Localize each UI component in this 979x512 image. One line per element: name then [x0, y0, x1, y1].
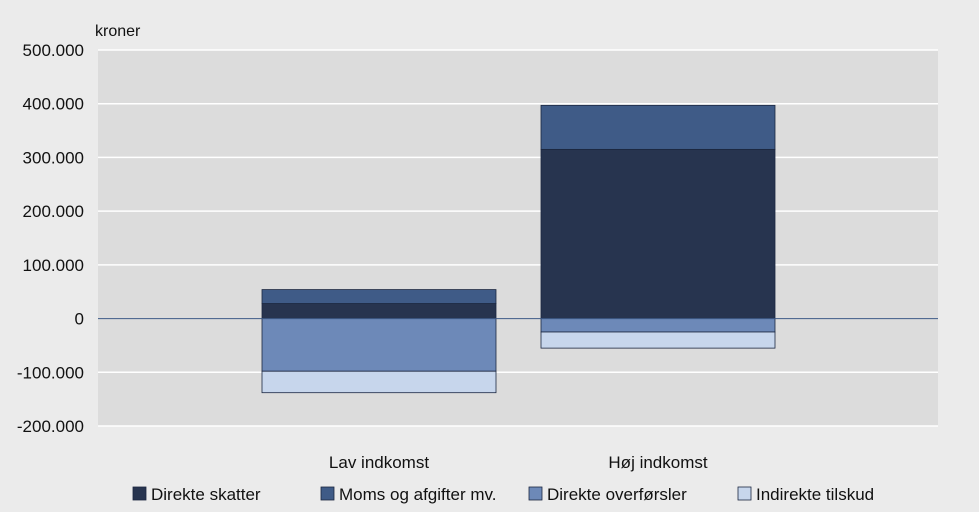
legend-swatch	[737, 486, 752, 501]
bar-segment	[261, 370, 497, 394]
legend-label: Indirekte tilskud	[756, 485, 874, 504]
legend-item: Direkte skatter	[132, 485, 261, 504]
bar-segment	[261, 289, 497, 304]
bar-segment	[540, 331, 776, 349]
legend-swatch	[528, 486, 543, 501]
y-axis-ticks: 500.000 400.000 300.000 200.000 100.000 0 -100…	[17, 41, 84, 436]
y-tick-label: 200.000	[23, 202, 84, 221]
y-tick-label: 100.000	[23, 256, 84, 275]
bar-segment	[540, 148, 776, 319]
x-category-label: Høj indkomst	[608, 453, 707, 472]
legend-label: Direkte skatter	[151, 485, 261, 504]
category-labels: Lav indkomst Høj indkomst	[329, 453, 708, 472]
bar-segment	[261, 318, 497, 372]
bar-segment	[261, 303, 497, 319]
legend-item: Indirekte tilskud	[737, 485, 874, 504]
x-category-label: Lav indkomst	[329, 453, 429, 472]
legend-swatch	[132, 486, 147, 501]
bar-segment	[540, 104, 776, 150]
y-tick-label: 500.000	[23, 41, 84, 60]
legend-swatch	[320, 486, 335, 501]
gridlines	[98, 49, 938, 427]
bar-segment	[540, 318, 776, 333]
y-tick-label: -200.000	[17, 417, 84, 436]
legend: Direkte skatter Moms og afgifter mv. Direk…	[132, 485, 874, 504]
y-tick-label: 0	[75, 310, 84, 329]
unit-label: kroner	[95, 23, 141, 40]
legend-label: Direkte overførsler	[547, 485, 687, 504]
y-tick-label: -100.000	[17, 363, 84, 382]
y-tick-label: 300.000	[23, 148, 84, 167]
bars	[261, 104, 776, 394]
legend-item: Direkte overførsler	[528, 485, 687, 504]
plot-area	[98, 50, 938, 426]
y-tick-label: 400.000	[23, 95, 84, 114]
legend-label: Moms og afgifter mv.	[339, 485, 496, 504]
legend-item: Moms og afgifter mv.	[320, 485, 496, 504]
